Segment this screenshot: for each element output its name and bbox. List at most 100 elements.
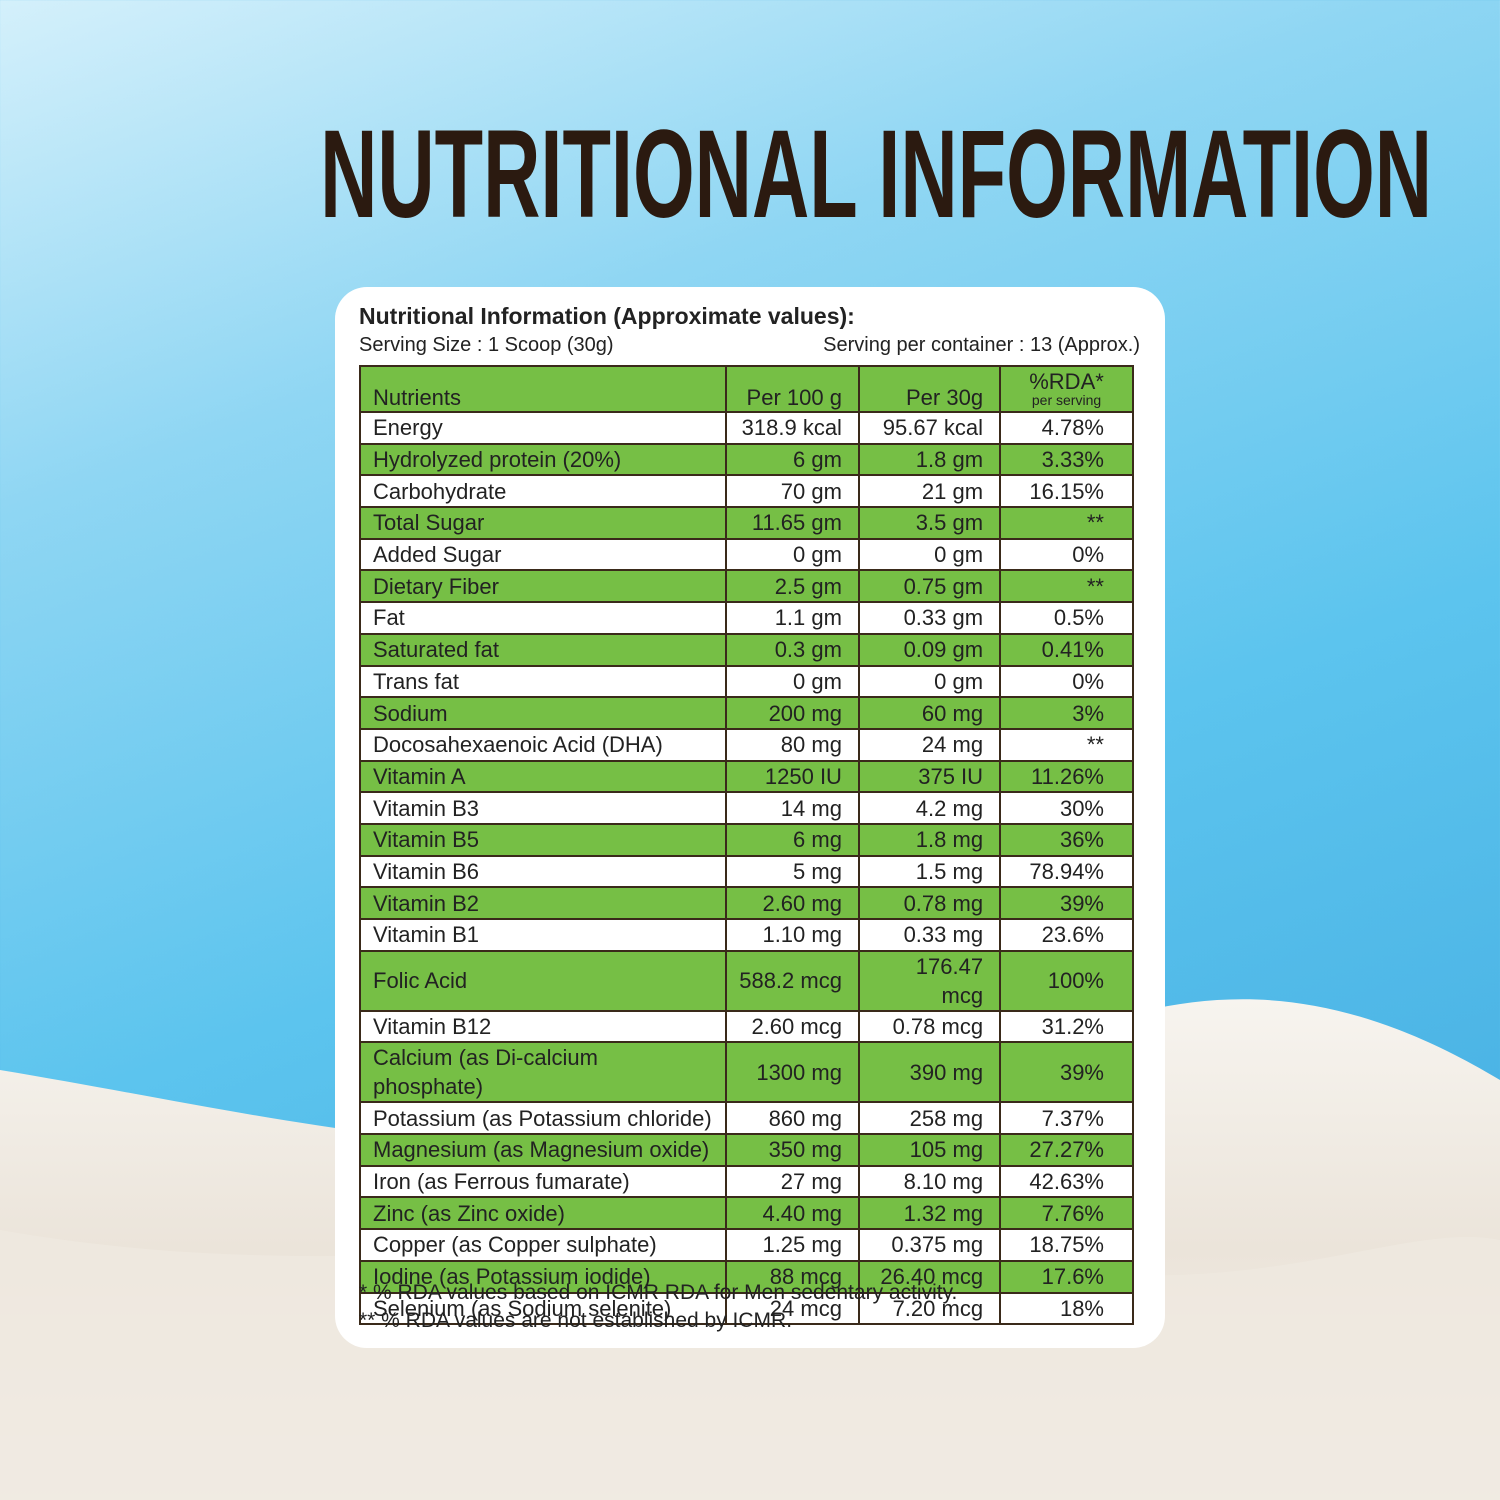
nutrient-name: Vitamin B5 bbox=[358, 822, 728, 857]
nutrient-value: 0.78 mcg bbox=[857, 1009, 1002, 1044]
nutrient-value: 258 mg bbox=[857, 1101, 1002, 1136]
nutrient-value: 39% bbox=[999, 1041, 1134, 1104]
footnote: * % RDA values based on ICMR RDA for Men… bbox=[359, 1281, 958, 1304]
nutrient-value: 31.2% bbox=[999, 1009, 1134, 1044]
nutrient-value: 24 mg bbox=[857, 727, 1002, 762]
nutrient-value: 2.60 mcg bbox=[725, 1009, 860, 1044]
column-header: %RDA* per serving bbox=[999, 365, 1134, 413]
nutrient-name: Calcium (as Di-calcium phosphate) bbox=[358, 1041, 728, 1104]
nutrient-value: 4.78% bbox=[999, 411, 1134, 445]
table-row: Total Sugar 11.65 gm 3.5 gm ** bbox=[358, 506, 1134, 540]
nutrient-name: Zinc (as Zinc oxide) bbox=[358, 1196, 728, 1231]
nutrient-value: 0 gm bbox=[857, 664, 1002, 699]
nutrient-value: 7.76% bbox=[999, 1196, 1134, 1231]
servings-per-container: Serving per container : 13 (Approx.) bbox=[823, 334, 1140, 356]
title: NUTRITIONAL INFORMATION bbox=[0, 112, 1500, 237]
table-row: Zinc (as Zinc oxide) 4.40 mg 1.32 mg 7.76% bbox=[358, 1196, 1134, 1231]
nutrient-name: Energy bbox=[358, 411, 728, 445]
column-header-text: Per 100 g bbox=[746, 385, 842, 410]
nutrient-value: 27 mg bbox=[725, 1164, 860, 1199]
nutrient-value: 860 mg bbox=[725, 1101, 860, 1136]
table-row: Vitamin B5 6 mg 1.8 mg 36% bbox=[358, 822, 1134, 857]
table-row: Potassium (as Potassium chloride) 860 mg 2… bbox=[358, 1101, 1134, 1136]
nutrient-value: 0.78 mg bbox=[857, 886, 1002, 920]
nutrient-name: Added Sugar bbox=[358, 537, 728, 572]
nutrient-value: ** bbox=[999, 506, 1134, 540]
nutrient-value: 1.8 gm bbox=[857, 442, 1002, 477]
nutrient-value: 3.5 gm bbox=[857, 506, 1002, 540]
nutrient-value: 11.26% bbox=[999, 759, 1134, 794]
table-row: Carbohydrate 70 gm 21 gm 16.15% bbox=[358, 474, 1134, 509]
column-header: Per 30g bbox=[857, 365, 1002, 413]
title-text: NUTRITIONAL INFORMATION bbox=[320, 105, 1433, 244]
nutrient-name: Trans fat bbox=[358, 664, 728, 699]
table-row: Vitamin B3 14 mg 4.2 mg 30% bbox=[358, 791, 1134, 825]
column-header-text: Per 30g bbox=[906, 385, 984, 410]
nutrient-value: 1250 IU bbox=[725, 759, 860, 794]
nutrient-value: 1.8 mg bbox=[857, 822, 1002, 857]
nutrient-value: 60 mg bbox=[857, 696, 1002, 730]
nutrient-value: 0% bbox=[999, 664, 1134, 699]
nutrient-name: Vitamin B2 bbox=[358, 886, 728, 920]
footnote: ** % RDA values are not established by I… bbox=[359, 1309, 793, 1332]
table-row: Magnesium (as Magnesium oxide) 350 mg 105 … bbox=[358, 1133, 1134, 1167]
table-row: Dietary Fiber 2.5 gm 0.75 gm ** bbox=[358, 569, 1134, 604]
table-row: Sodium 200 mg 60 mg 3% bbox=[358, 696, 1134, 730]
nutrient-value: 588.2 mcg bbox=[725, 949, 860, 1012]
nutrient-value: 42.63% bbox=[999, 1164, 1134, 1199]
nutrient-value: 36% bbox=[999, 822, 1134, 857]
nutrient-value: 318.9 kcal bbox=[725, 411, 860, 445]
nutrient-value: 0.41% bbox=[999, 632, 1134, 667]
nutrient-value: 17.6% bbox=[999, 1259, 1134, 1294]
nutrient-value: 0 gm bbox=[725, 664, 860, 699]
table-row: Copper (as Copper sulphate) 1.25 mg 0.375 … bbox=[358, 1228, 1134, 1262]
nutrient-value: 0.09 gm bbox=[857, 632, 1002, 667]
table-row: Energy 318.9 kcal 95.67 kcal 4.78% bbox=[358, 411, 1134, 445]
nutrient-value: 3% bbox=[999, 696, 1134, 730]
nutrient-value: 4.40 mg bbox=[725, 1196, 860, 1231]
table-row: Vitamin A 1250 IU 375 IU 11.26% bbox=[358, 759, 1134, 794]
nutrient-value: 1.1 gm bbox=[725, 601, 860, 635]
nutrient-name: Folic Acid bbox=[358, 949, 728, 1012]
header-row: Nutrients Per 100 g Per 30g %RDA* per servin… bbox=[358, 365, 1134, 413]
nutrient-value: ** bbox=[999, 727, 1134, 762]
table-row: Iron (as Ferrous fumarate) 27 mg 8.10 mg 42… bbox=[358, 1164, 1134, 1199]
nutrient-value: 21 gm bbox=[857, 474, 1002, 509]
nutrient-value: 80 mg bbox=[725, 727, 860, 762]
nutrient-value: 23.6% bbox=[999, 918, 1134, 952]
nutrient-value: 18.75% bbox=[999, 1228, 1134, 1262]
column-header: Nutrients bbox=[358, 365, 728, 413]
rda-header: %RDA* bbox=[1029, 369, 1104, 394]
card-heading: Nutritional Information (Approximate val… bbox=[359, 303, 855, 329]
nutrient-value: 0% bbox=[999, 537, 1134, 572]
serving-size: Serving Size : 1 Scoop (30g) bbox=[359, 334, 614, 356]
nutrient-value: 88 mcg bbox=[725, 1259, 860, 1294]
column-header-text: Nutrients bbox=[373, 385, 462, 410]
nutrient-value: 7.20 mcg bbox=[857, 1291, 1002, 1326]
table-row: Added Sugar 0 gm 0 gm 0% bbox=[358, 537, 1134, 572]
nutrient-value: 0.3 gm bbox=[725, 632, 860, 667]
nutrient-value: 3.33% bbox=[999, 442, 1134, 477]
nutrient-value: 78.94% bbox=[999, 854, 1134, 889]
nutrient-value: 0 gm bbox=[725, 537, 860, 572]
table-row: Hydrolyzed protein (20%) 6 gm 1.8 gm 3.33% bbox=[358, 442, 1134, 477]
nutrient-value: 390 mg bbox=[857, 1041, 1002, 1104]
nutrient-value: 7.37% bbox=[999, 1101, 1134, 1136]
table-row: Vitamin B6 5 mg 1.5 mg 78.94% bbox=[358, 854, 1134, 889]
nutrient-name: Iron (as Ferrous fumarate) bbox=[358, 1164, 728, 1199]
table-row: Selenium (as Sodium selenite) 24 mcg 7.20 … bbox=[358, 1291, 1134, 1326]
nutrient-value: 0 gm bbox=[857, 537, 1002, 572]
nutrient-value: 200 mg bbox=[725, 696, 860, 730]
nutrient-value: 1.32 mg bbox=[857, 1196, 1002, 1231]
nutrient-name: Docosahexaenoic Acid (DHA) bbox=[358, 727, 728, 762]
nutrient-value: 26.40 mcg bbox=[857, 1259, 1002, 1294]
table-row: Iodine (as Potassium iodide) 88 mcg 26.40 … bbox=[358, 1259, 1134, 1294]
nutrient-name: Sodium bbox=[358, 696, 728, 730]
nutrient-name: Carbohydrate bbox=[358, 474, 728, 509]
nutrient-name: Hydrolyzed protein (20%) bbox=[358, 442, 728, 477]
table-row: Trans fat 0 gm 0 gm 0% bbox=[358, 664, 1134, 699]
nutrient-value: 0.375 mg bbox=[857, 1228, 1002, 1262]
nutrient-value: 0.75 gm bbox=[857, 569, 1002, 604]
nutrient-value: 1300 mg bbox=[725, 1041, 860, 1104]
table-row: Calcium (as Di-calcium phosphate) 1300 mg… bbox=[358, 1041, 1134, 1104]
